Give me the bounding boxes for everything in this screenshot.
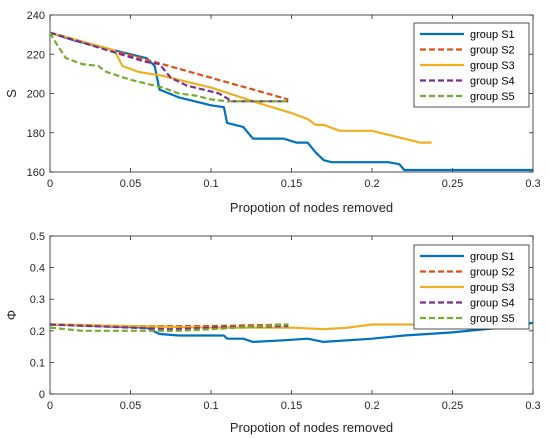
chart-2-xtick-label: 0.05 — [120, 400, 141, 412]
chart-2-ylabel: Φ — [4, 310, 19, 320]
chart-2-xtick-label: 0.25 — [442, 400, 463, 412]
chart-2-xtick-label: 0.2 — [364, 400, 379, 412]
chart-1-legend-label-s2: group S2 — [470, 45, 515, 57]
chart-2-xtick-label: 0.3 — [525, 400, 540, 412]
chart-1-xtick-label: 0.05 — [120, 178, 141, 190]
chart-2-legend: group S1 group S2 group S3 group S4 group S5 — [413, 244, 530, 330]
chart-2-xtick-label: 0.15 — [281, 400, 302, 412]
chart-1-xlabel: Propotion of nodes removed — [230, 200, 393, 215]
chart-1-series-line-s4 — [50, 31, 289, 103]
chart-2-xtick-label: 0.1 — [203, 400, 218, 412]
chart-1-ytick-label: 200 — [27, 89, 45, 101]
chart-1-series-group — [50, 31, 533, 172]
chart-1-xtick-label: 0.2 — [364, 178, 379, 190]
chart-2-series-line-s3 — [50, 323, 432, 331]
chart-2-ytick-label: 0 — [39, 389, 45, 401]
chart-1-ytick-label: 160 — [27, 167, 45, 179]
chart-1-series-line-s1 — [50, 31, 533, 172]
chart-1-xtick-label: 0.1 — [203, 178, 218, 190]
chart-1-xtick-label: 0.15 — [281, 178, 302, 190]
chart-1-ytick-label: 220 — [27, 49, 45, 61]
chart-2-legend-label-s5: group S5 — [470, 313, 515, 325]
chart-2-series-line-s1 — [50, 321, 533, 343]
chart-2-ytick-label: 0.2 — [30, 326, 45, 338]
chart-1-legend-label-s4: group S4 — [470, 76, 515, 88]
chart-2-legend-label-s2: group S2 — [470, 267, 515, 279]
chart-1-xtick-label: 0.25 — [442, 178, 463, 190]
chart-2-legend-label-s4: group S4 — [470, 298, 515, 310]
chart-2-series-line-s5 — [50, 323, 289, 332]
chart-1-ytick-label: 180 — [27, 128, 45, 140]
chart-2-legend-label-s3: group S3 — [470, 282, 515, 294]
chart-2-legend-label-s1: group S1 — [470, 251, 515, 263]
chart-2-ytick-label: 0.1 — [30, 357, 45, 369]
chart-2-xtick-label: 0 — [47, 400, 53, 412]
chart-1-ylabel: S — [4, 89, 19, 98]
chart-1-xtick-label: 0 — [47, 178, 53, 190]
chart-1-ytick-label: 240 — [27, 10, 45, 22]
chart-2-xlabel: Propotion of nodes removed — [230, 420, 393, 435]
chart-1-legend-label-s5: group S5 — [470, 91, 515, 103]
chart-1-xtick-label: 0.3 — [525, 178, 540, 190]
chart-2-ytick-label: 0.3 — [30, 294, 45, 306]
chart-2-ytick-label: 0.4 — [30, 263, 45, 275]
chart-1-series-line-s3 — [50, 31, 432, 144]
chart-2-series-line-s4 — [50, 323, 289, 331]
chart-1-legend-label-s1: group S1 — [470, 29, 515, 41]
chart-2-series-group — [50, 321, 533, 343]
chart-2-ytick-label: 0.5 — [30, 231, 45, 243]
chart-1: 0 0.05 0.1 0.15 0.2 0.25 0.3 160 180 200 220 240 Pro… — [4, 10, 541, 215]
chart-1-legend-label-s3: group S3 — [470, 60, 515, 72]
chart-2: 0 0.05 0.1 0.15 0.2 0.25 0.3 0 0.1 0.2 0.3 0.4 0.5 Pr… — [4, 231, 541, 435]
chart-1-legend: group S1 group S2 group S3 group S4 group S5 — [413, 22, 530, 108]
